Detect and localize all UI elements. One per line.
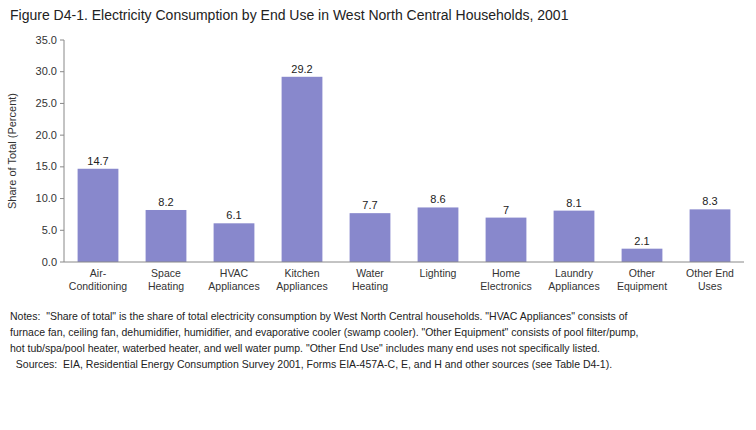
bar	[486, 218, 527, 262]
note: hot tub/spa/pool heater, waterbed heater…	[10, 342, 600, 354]
note: furnace fan, ceiling fan, dehumidifier, …	[10, 326, 638, 338]
category-label: Air-Conditioning	[69, 267, 128, 292]
data-label: 8.1	[566, 197, 581, 209]
data-label: 8.2	[158, 196, 173, 208]
bar	[418, 207, 459, 262]
data-label: 8.6	[430, 193, 445, 205]
category-label: LaundryAppliances	[548, 267, 599, 292]
bar	[622, 249, 663, 262]
tick-mark	[60, 198, 64, 199]
data-label: 14.7	[87, 155, 108, 167]
tick-mark	[60, 135, 64, 136]
category-label: HVACAppliances	[208, 267, 259, 292]
tick-mark	[60, 103, 64, 104]
bar	[78, 169, 119, 262]
tick-label: 35.0	[36, 34, 57, 46]
bar	[554, 211, 595, 262]
category-label: HomeElectronics	[480, 267, 531, 292]
category-label: KitchenAppliances	[276, 267, 327, 292]
title: Figure D4-1. Electricity Consumption by …	[10, 7, 569, 23]
y-axis: 0.0 5.0 10.0 15.0 20.0 25.0 30.0 35.0	[36, 34, 64, 268]
data-label: 6.1	[226, 209, 241, 221]
tick-label: 15.0	[36, 160, 57, 172]
category-label: Other EndUses	[686, 267, 734, 292]
tick-mark	[60, 262, 64, 263]
data-label: 2.1	[634, 235, 649, 247]
category-label: WaterHeating	[352, 267, 388, 292]
x-axis-line	[64, 262, 744, 263]
bar	[146, 210, 187, 262]
data-label: 8.3	[702, 195, 717, 207]
tick-label: 5.0	[42, 224, 57, 236]
tick-label: 0.0	[42, 256, 57, 268]
y-axis-line	[64, 40, 65, 262]
tick-mark	[60, 40, 64, 41]
bar	[690, 209, 731, 262]
bar	[214, 223, 255, 262]
tick-label: 10.0	[36, 192, 57, 204]
bar	[350, 213, 391, 262]
chart: Figure D4-1. Electricity Consumption by …	[0, 0, 756, 430]
tick-mark	[60, 71, 64, 72]
note: Notes: "Share of total" is the share of …	[10, 310, 627, 322]
data-label: 29.2	[291, 63, 312, 75]
tick-label: 25.0	[36, 97, 57, 109]
y-axis-label: Share of Total (Percent)	[6, 93, 18, 209]
tick-label: 20.0	[36, 129, 57, 141]
category-label: SpaceHeating	[148, 267, 184, 292]
bar	[282, 77, 323, 262]
bars	[78, 77, 731, 262]
tick-mark	[60, 230, 64, 231]
tick-label: 30.0	[36, 65, 57, 77]
tick-mark	[60, 166, 64, 167]
data-label: 7.7	[362, 199, 377, 211]
category-label: Lighting	[420, 267, 457, 279]
note: Sources: EIA, Residential Energy Consump…	[10, 358, 612, 370]
category-label: OtherEquipment	[617, 267, 667, 292]
data-label: 7	[503, 204, 509, 216]
